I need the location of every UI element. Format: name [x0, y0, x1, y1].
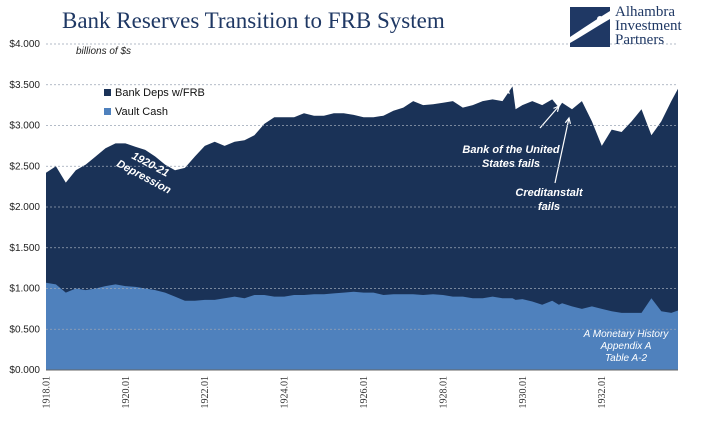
arrow-bank-us [539, 105, 560, 129]
y-tick-label: $3.500 [9, 80, 40, 91]
x-tick-label: 1922.01 [200, 376, 211, 409]
area-bank-deps [46, 86, 678, 371]
arrow-creditanstalt [554, 117, 570, 184]
source-note: A Monetary History Appendix A Table A-2 [583, 329, 669, 364]
legend: Bank Deps w/FRB Vault Cash [104, 83, 205, 121]
x-tick-label: 1924.01 [280, 376, 291, 409]
arrow-creditanstalt-head [564, 116, 571, 124]
y-tick-label: $2.500 [9, 161, 40, 172]
y-tick-label: $4.000 [9, 39, 40, 50]
legend-label-deposits: Bank Deps w/FRB [115, 86, 205, 99]
x-tick-label: 1918.01 [41, 376, 52, 409]
y-tick-label: $1.000 [9, 284, 40, 295]
y-tick-label: $0.500 [9, 324, 40, 335]
annotation-oct-1929: Oct 1929 [454, 62, 500, 74]
x-tick-label: 1928.01 [438, 376, 449, 409]
annotation-creditanstalt: Creditanstalt fails [515, 187, 583, 213]
area-vault-cash [46, 282, 678, 370]
legend-item-deposits: Bank Deps w/FRB [104, 83, 205, 102]
y-tick-label: $0.000 [9, 365, 40, 376]
x-tick-label: 1932.01 [597, 376, 608, 409]
legend-label-vault-cash: Vault Cash [115, 105, 168, 118]
chart-title: Bank Reserves Transition to FRB System [62, 8, 445, 33]
x-tick-label: 1926.01 [359, 376, 370, 409]
y-tick-label: $3.000 [9, 121, 40, 132]
units-label: billions of $s [76, 46, 132, 57]
annotation-bank-us: Bank of the United States fails [462, 144, 560, 170]
brand-name: Alhambra Investment Partners [615, 4, 682, 48]
arrow-oct-1929-head [503, 87, 510, 95]
legend-swatch-deposits [104, 89, 111, 96]
x-tick-label: 1920.01 [121, 376, 132, 409]
x-tick-label: 1930.01 [518, 376, 529, 409]
y-tick-label: $2.000 [9, 202, 40, 213]
arrow-bank-us-head [553, 104, 560, 112]
legend-swatch-vault-cash [104, 108, 111, 115]
brand-mark-icon [570, 7, 610, 47]
brand-logo: Alhambra Investment Partners [566, 2, 704, 50]
legend-item-vault-cash: Vault Cash [104, 102, 205, 121]
y-tick-label: $1.500 [9, 243, 40, 254]
